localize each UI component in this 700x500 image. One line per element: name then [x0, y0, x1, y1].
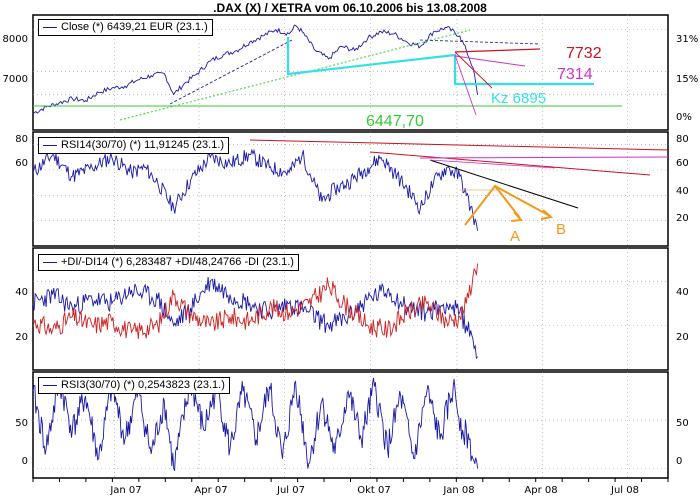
ytick-rsi14-20-right: 20: [676, 213, 689, 224]
annotation-arrow-b: B: [556, 221, 567, 238]
legend-rsi3-swatch: [43, 385, 57, 386]
fan-line-red: [454, 51, 493, 89]
target-line-red: [454, 48, 541, 53]
rsi-trend-magenta: [419, 156, 669, 159]
ytick-di-20-right: 20: [676, 332, 689, 343]
rsi-trend-red-2: [369, 151, 651, 176]
legend-close: Close (*) 6439,21 EUR (23.1.): [38, 19, 213, 36]
series-close-line: [32, 24, 479, 114]
rsi-trend-magenta-2: [429, 159, 556, 169]
series-plus-di-line: [32, 263, 479, 340]
legend-di-swatch: [43, 262, 57, 263]
xtick-jan07: Jan 07: [110, 485, 142, 496]
xtick-apr08: Apr 08: [524, 485, 558, 496]
arrow-a-head: [510, 211, 524, 222]
ytick-close-8000: 8000: [2, 34, 28, 45]
rsi-trend-red-1: [249, 139, 669, 151]
annotation-target-7314: 7314: [557, 66, 593, 83]
ytick-close-31: 31%: [676, 34, 699, 45]
ytick-di-40-right: 40: [676, 287, 689, 298]
ytick-close-7000: 7000: [2, 74, 28, 85]
ytick-close-0: 0%: [676, 112, 692, 123]
annotation-support: 6447,70: [366, 113, 424, 130]
ytick-di-20-left: 20: [15, 332, 28, 343]
xtick-apr07: Apr 07: [194, 485, 228, 496]
legend-rsi14-text: RSI14(30/70) (*) 11,91245 (23.1.): [61, 139, 225, 151]
ytick-rsi3-0-right: 0: [676, 456, 683, 467]
ytick-rsi14-60-left: 60: [15, 158, 28, 169]
ytick-rsi14-80-right: 80: [676, 134, 689, 145]
legend-di: +DI/-DI14 (*) 6,283487 +DI/48,24766 -DI …: [38, 254, 299, 271]
arrow-b-path: [494, 185, 551, 217]
chart-title: .DAX (X) / XETRA vom 06.10.2006 bis 13.0…: [213, 1, 487, 15]
series-minus-di-line: [32, 277, 478, 360]
series-rsi3-line: [32, 377, 479, 471]
ytick-close-15: 15%: [676, 74, 699, 85]
ytick-rsi3-0-left: 0: [21, 456, 28, 467]
legend-rsi14-swatch: [43, 145, 57, 146]
fan-line-magenta: [454, 54, 477, 116]
ytick-di-40-left: 40: [15, 287, 28, 298]
xtick-jul08: Jul 08: [611, 485, 639, 496]
ytick-rsi14-40-right: 40: [676, 186, 689, 197]
xtick-jan08: Jan 08: [443, 485, 475, 496]
legend-rsi3-text: RSI3(30/70) (*) 0,2543823 (23.1.): [61, 379, 225, 391]
rsi-trend-black: [429, 159, 579, 209]
series-rsi14-line: [32, 148, 479, 231]
xtick-jul07: Jul 07: [277, 485, 305, 496]
target-line-magenta: [454, 55, 526, 67]
ytick-rsi14-80-left: 80: [15, 134, 28, 145]
legend-close-swatch: [43, 27, 57, 28]
ytick-rsi3-50-left: 50: [15, 418, 28, 429]
ytick-rsi14-60-right: 60: [676, 158, 689, 169]
trendline-green-dashed: [119, 29, 471, 121]
dashed-line-upper: [419, 39, 541, 45]
legend-di-text: +DI/-DI14 (*) 6,283487 +DI/48,24766 -DI …: [61, 256, 294, 268]
annotation-arrow-a: A: [510, 228, 521, 245]
xtick-okt07: Okt 07: [357, 485, 391, 496]
trendline-blue-dashed: [169, 39, 293, 105]
annotation-target-7732: 7732: [566, 45, 602, 62]
legend-rsi3: RSI3(30/70) (*) 0,2543823 (23.1.): [38, 377, 230, 394]
ytick-rsi3-50-right: 50: [676, 418, 689, 429]
annotation-kz: Kz 6895: [491, 90, 547, 107]
legend-close-text: Close (*) 6439,21 EUR (23.1.): [61, 21, 208, 33]
legend-rsi14: RSI14(30/70) (*) 11,91245 (23.1.): [38, 137, 230, 154]
arrow-b-head: [540, 209, 554, 220]
